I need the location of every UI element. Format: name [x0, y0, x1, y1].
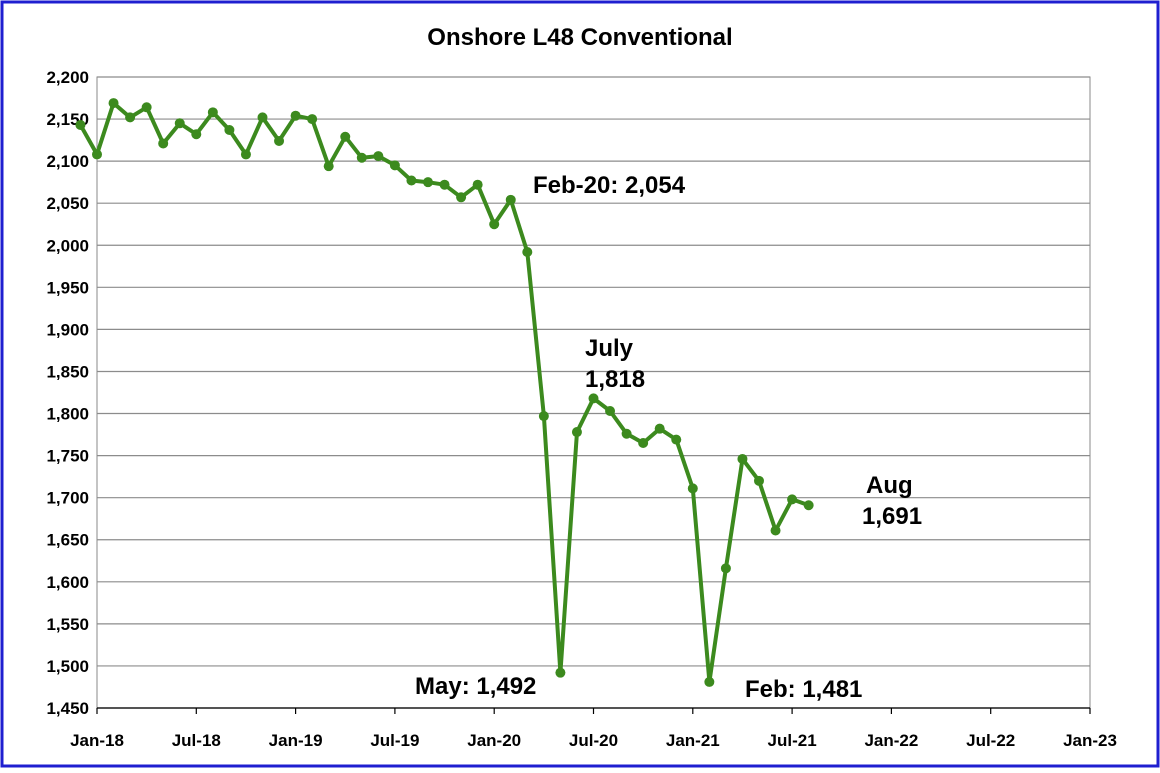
- x-tick-label: Jan-21: [666, 731, 720, 750]
- x-tick-label: Jul-19: [370, 731, 419, 750]
- x-tick-label: Jul-20: [569, 731, 618, 750]
- annotation: Feb-20: 2,054: [533, 172, 686, 199]
- x-tick-label: Jan-18: [70, 731, 124, 750]
- data-point: [174, 118, 185, 129]
- data-point: [638, 437, 649, 448]
- x-tick-label: Jul-18: [172, 731, 221, 750]
- y-tick-label: 1,800: [46, 405, 89, 424]
- data-point: [75, 119, 86, 130]
- data-point: [356, 152, 367, 163]
- y-tick-label: 2,000: [46, 236, 89, 255]
- data-point: [191, 129, 202, 140]
- y-tick-label: 1,600: [46, 573, 89, 592]
- y-tick-label: 1,950: [46, 278, 89, 297]
- y-tick-label: 1,900: [46, 320, 89, 339]
- y-tick-label: 1,650: [46, 531, 89, 550]
- y-tick-label: 1,450: [46, 699, 89, 718]
- y-tick-label: 2,200: [46, 68, 89, 87]
- annotation: Feb: 1,481: [745, 676, 862, 703]
- data-point: [588, 393, 599, 404]
- y-tick-label: 1,700: [46, 489, 89, 508]
- x-tick-label: Jul-22: [966, 731, 1015, 750]
- data-point: [555, 667, 566, 678]
- data-point: [505, 194, 516, 205]
- data-point: [389, 160, 400, 171]
- data-point: [720, 563, 731, 574]
- data-point: [704, 676, 715, 687]
- x-tick-label: Jan-20: [467, 731, 521, 750]
- data-point: [571, 427, 582, 438]
- data-point: [158, 138, 169, 149]
- data-point: [605, 406, 616, 417]
- x-tick-label: Jan-22: [864, 731, 918, 750]
- data-point: [687, 483, 698, 494]
- data-point: [323, 161, 334, 172]
- annotation: Aug: [866, 472, 913, 499]
- data-point: [787, 494, 798, 505]
- data-point: [108, 98, 119, 109]
- annotation: May: 1,492: [415, 673, 536, 700]
- x-tick-label: Jul-21: [768, 731, 817, 750]
- data-point: [489, 219, 500, 230]
- data-point: [538, 411, 549, 422]
- data-point: [141, 102, 152, 113]
- data-point: [207, 107, 218, 118]
- data-point: [654, 423, 665, 434]
- data-point: [257, 112, 268, 123]
- y-tick-label: 2,100: [46, 152, 89, 171]
- data-point: [274, 135, 285, 146]
- data-point: [125, 112, 136, 123]
- data-point: [92, 149, 102, 160]
- data-point: [754, 475, 764, 486]
- x-tick-label: Jan-19: [269, 731, 323, 750]
- data-point: [472, 179, 483, 190]
- data-point: [307, 114, 318, 125]
- data-point: [456, 192, 467, 203]
- data-point: [406, 175, 417, 186]
- data-point: [240, 149, 251, 160]
- plot-area: [96, 76, 1091, 709]
- y-tick-label: 1,550: [46, 615, 89, 634]
- y-tick-label: 2,050: [46, 194, 89, 213]
- y-tick-label: 1,850: [46, 362, 89, 381]
- data-point: [224, 125, 235, 136]
- x-tick-label: Jan-23: [1063, 731, 1117, 750]
- data-point: [290, 110, 301, 121]
- y-tick-label: 1,750: [46, 447, 89, 466]
- annotation: July: [585, 335, 634, 362]
- data-point: [621, 428, 632, 439]
- data-point: [737, 453, 748, 464]
- data-point: [373, 151, 384, 162]
- data-point: [340, 131, 351, 142]
- annotation: 1,691: [862, 503, 922, 530]
- data-point: [522, 246, 533, 257]
- data-point: [671, 434, 682, 445]
- chart-title: Onshore L48 Conventional: [427, 24, 732, 51]
- data-point: [423, 177, 433, 188]
- data-point: [803, 500, 814, 511]
- annotation: 1,818: [585, 366, 645, 393]
- y-tick-label: 1,500: [46, 657, 89, 676]
- data-point: [770, 525, 781, 536]
- data-point: [439, 179, 450, 190]
